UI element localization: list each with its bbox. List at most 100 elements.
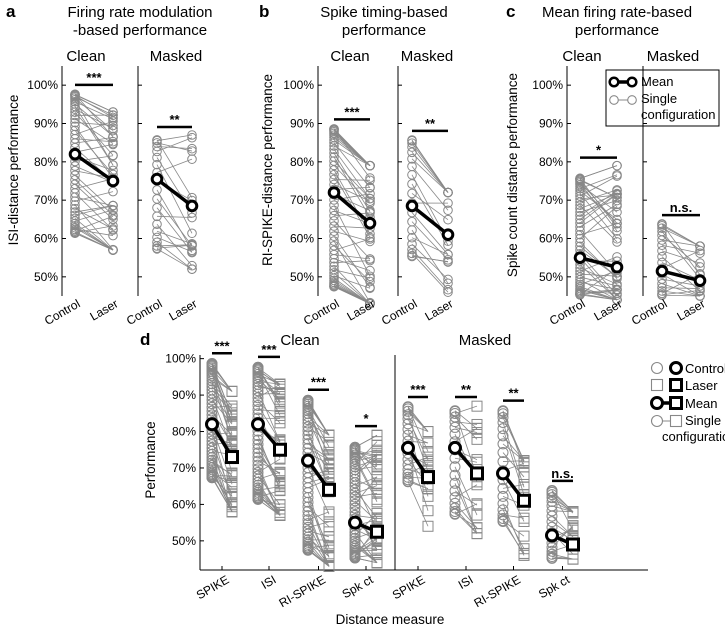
panel-b-masked-pair-line <box>411 158 449 193</box>
panel-d-clean-isi-control-point <box>252 367 264 379</box>
panel-d-clean-isi-control-point <box>252 482 264 494</box>
panel-c-masked-laser-point <box>695 258 705 268</box>
panel-b-clean-pair-line <box>333 145 371 167</box>
panel-d-masked-spike-pairs <box>401 401 435 532</box>
panel-a-clean-pair-line <box>74 179 114 216</box>
panel-d-clean-spk-ct-laser-point <box>371 480 383 492</box>
panel-d-clean-spike-control-point <box>206 387 218 399</box>
panel-a-masked-laser-point <box>187 132 197 143</box>
panel-b-masked-mean-control <box>405 199 419 213</box>
panel-d-ylabel: Performance <box>143 421 158 498</box>
legend-d-control-label: Control <box>685 361 725 376</box>
panel-d-clean-isi-laser-point <box>274 387 286 399</box>
panel-d-clean-isi-control-point <box>252 364 264 376</box>
panel-a-clean-yaxis: 50% 60% 70% 80% 90% 100% <box>27 66 66 296</box>
panel-d-clean-isi-control-point <box>252 378 264 390</box>
panel-d-clean-ri-spike-control-point <box>302 491 314 503</box>
panel-c-clean-control-point <box>575 237 585 248</box>
panel-d-clean-ri-spike-mean-laser <box>322 482 336 497</box>
panel-a-clean-pair-line <box>74 178 114 190</box>
panel-b-clean-laser-point <box>365 189 375 199</box>
panel-d-clean-spk-ct-laser-point <box>371 557 383 569</box>
panel-d-clean-isi-control-point <box>252 479 264 491</box>
panel-c-clean-pair-line <box>579 257 618 301</box>
panel-d-clean-spk-ct-laser-point <box>371 512 383 524</box>
panel-d-masked-spike-control-point <box>402 409 414 421</box>
panel-a-clean-laser-point <box>108 138 118 149</box>
panel-a-ylabel: ISI-distance performance <box>6 95 21 246</box>
panel-a-masked-pair-line <box>156 189 193 251</box>
panel-d-clean-isi-control-point <box>252 361 264 373</box>
panel-c-clean-control-point <box>575 178 585 188</box>
panel-d-masked-spike-control-point <box>402 468 414 480</box>
panel-d-clean-isi-mean-laser <box>273 442 287 457</box>
panel-d-masked-spike-pair-line <box>407 481 429 527</box>
panel-c-letter: c <box>506 2 515 21</box>
panel-a-masked-pair-line <box>156 242 193 270</box>
panel-b-masked-pair-line <box>411 256 449 262</box>
panel-d-clean-spk-ct-xtick-label: Spk ct <box>340 572 376 601</box>
panel-c-clean-pair-line <box>579 174 618 189</box>
panel-d-masked-spike-control-point <box>402 403 414 415</box>
panel-d-clean-ri-spike-laser-point <box>323 506 335 518</box>
panel-d-clean-spike-control-point <box>206 372 218 384</box>
panel-b-masked-control-point <box>407 188 417 199</box>
panel-b-masked-pair-line <box>411 142 449 193</box>
panel-d-clean-spike-xtick-label: SPIKE <box>194 572 232 602</box>
panel-c-clean-pair-line <box>579 273 618 277</box>
panel-d-clean-isi-pair-line <box>257 383 281 395</box>
panel-a-masked-sig-label: ** <box>169 112 180 127</box>
panel-c-clean-ytick-label: 100% <box>532 78 563 92</box>
panel-b-clean-control-point <box>329 156 339 166</box>
panel-b-clean-mean-line <box>332 191 372 225</box>
panel-b-clean-laser-point <box>365 205 375 216</box>
panel-b-clean-laser-point <box>365 183 375 193</box>
panel-a-clean-pair-line <box>74 101 114 120</box>
panel-a-clean-laser-point <box>108 186 118 197</box>
panel-c-clean-mean-control <box>573 251 587 264</box>
panel-d-clean-ri-spike-xtick-label: RI-SPIKE <box>277 572 328 610</box>
panel-b-masked-control-point <box>407 147 417 158</box>
panel-d-ytick-label: 100% <box>165 352 196 366</box>
panel-a-masked-pair-line <box>156 164 193 234</box>
legend-d-mean-circle <box>650 396 664 410</box>
panel-d-masked-spike-control-point <box>402 471 414 483</box>
panel-c-clean-pair-line <box>579 270 618 285</box>
panel-b-clean-pair-line <box>333 184 371 202</box>
panel-c-clean-control-point <box>575 186 585 196</box>
panel-d-masked-spk-ct-control-point <box>546 516 558 528</box>
panel-d-masked-ri-spike-control-point <box>497 438 509 450</box>
panel-c-clean-control-point <box>575 269 585 279</box>
panel-b-clean-control-point <box>329 160 339 171</box>
panel-a-clean-pair-line <box>74 217 114 251</box>
panel-d-clean-spk-ct-control-point <box>349 446 361 458</box>
panel-c-masked-pair-line <box>661 287 701 289</box>
panel-d-masked-spike-mean-laser <box>421 470 435 485</box>
panel-d-clean-ri-spike-pair-line <box>307 443 330 460</box>
panel-d-clean-spk-ct-control-point <box>349 491 361 503</box>
panel-d-clean-ri-spike-control-point <box>302 396 314 408</box>
panel-c-masked-control-point <box>657 246 667 256</box>
panel-d-ytick-label: 50% <box>172 534 196 548</box>
panel-b-masked-title: Masked <box>401 48 454 65</box>
panel-b-clean-ytick-label: 100% <box>283 78 314 92</box>
panel-a-clean-title: Clean <box>66 48 105 65</box>
panel-b-clean-xtick-laser: Laser <box>344 296 377 323</box>
legend-d-single-square <box>669 414 683 428</box>
panel-d-masked-isi-sig-label: ** <box>461 382 472 397</box>
panel-d-masked-isi-mean-control <box>448 440 462 455</box>
panel-c-masked-control-point <box>657 240 667 251</box>
panel-a-clean-ytick-label: 100% <box>27 78 58 92</box>
panel-d-clean-ri-spike-laser-point <box>323 449 335 461</box>
panel-d-masked-ri-spike-laser-point <box>518 515 530 527</box>
panel-a-clean-laser-point <box>108 205 118 215</box>
panel-d-clean-ri-spike-control-point <box>302 433 314 445</box>
panel-d-clean-ri-spike-control-point <box>302 405 314 417</box>
panel-c-clean-ytick-label: 50% <box>539 270 563 284</box>
panel-a-masked-control-point <box>152 237 162 248</box>
panel-d-clean-spk-ct-laser-point <box>371 429 383 441</box>
panel-a-title-line2: -based performance <box>73 22 207 39</box>
panel-c-clean-pair-line <box>579 279 618 301</box>
panel-d-clean-ri-spike-laser-point <box>323 540 335 552</box>
panel-c-masked-control-point <box>657 235 667 245</box>
